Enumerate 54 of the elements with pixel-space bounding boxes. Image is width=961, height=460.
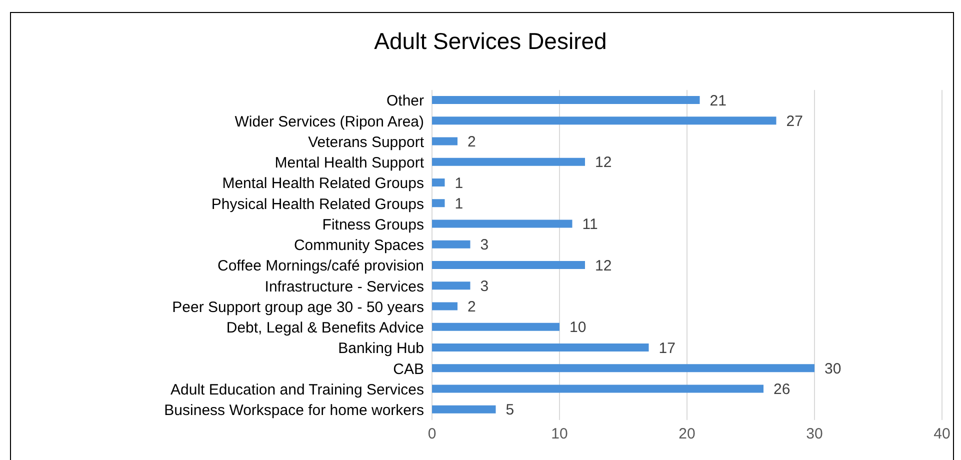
data-label: 21 — [710, 92, 726, 110]
y-tick-label: Business Workspace for home workers — [164, 402, 424, 420]
data-label: 26 — [774, 381, 790, 398]
bar — [432, 322, 560, 331]
y-tick-label: Other — [386, 92, 424, 110]
data-label: 10 — [570, 319, 586, 336]
y-tick-label: Fitness Groups — [322, 216, 424, 234]
y-tick-label: Mental Health Related Groups — [222, 175, 424, 192]
data-label: 2 — [468, 298, 476, 316]
y-tick-label: Peer Support group age 30 - 50 years — [172, 298, 424, 316]
bar — [432, 364, 814, 372]
x-tick-label: 0 — [428, 426, 436, 443]
y-tick-label: Wider Services (Ripon Area) — [234, 113, 424, 130]
bar — [432, 240, 470, 248]
y-tick-label: Veterans Support — [308, 134, 425, 151]
y-tick-label: Adult Education and Training Services — [170, 381, 424, 398]
bar — [432, 137, 458, 146]
x-tick-label: 30 — [806, 426, 823, 443]
y-tick-label: Debt, Legal & Benefits Advice — [226, 320, 424, 337]
bar — [432, 220, 572, 228]
bar — [432, 282, 470, 290]
y-tick-label: CAB — [393, 360, 424, 378]
data-label: 1 — [454, 195, 464, 212]
bar — [432, 384, 764, 393]
bar — [432, 158, 585, 166]
x-tick-label: 20 — [678, 426, 696, 443]
y-tick-label: Community Spaces — [294, 237, 424, 254]
data-label: 2 — [468, 134, 476, 151]
x-tick-label: 40 — [934, 426, 950, 443]
data-label: 17 — [658, 340, 676, 357]
y-tick-label: Mental Health Support — [274, 154, 425, 172]
data-label: 30 — [824, 360, 842, 378]
y-tick-label: Banking Hub — [338, 340, 424, 358]
y-tick-label: Coffee Mornings/café provision — [218, 258, 424, 275]
y-tick-label: Infrastructure - Services — [264, 278, 424, 296]
bar — [432, 116, 776, 125]
bar — [432, 199, 445, 208]
chart-title: Adult Services Desired — [373, 28, 608, 55]
data-label: 3 — [480, 236, 489, 254]
data-label: 27 — [786, 112, 803, 130]
bar — [432, 344, 649, 352]
x-tick-label: 10 — [551, 426, 568, 443]
data-label: 5 — [506, 402, 514, 419]
bar — [432, 261, 585, 269]
data-label: 11 — [582, 216, 598, 234]
data-label: 12 — [595, 257, 612, 274]
bar — [432, 178, 445, 186]
data-label: 12 — [595, 154, 612, 172]
data-label: 3 — [480, 278, 489, 295]
bar — [432, 96, 700, 104]
bar — [432, 302, 458, 310]
bar — [432, 405, 496, 414]
data-label: 1 — [454, 174, 464, 192]
y-tick-label: Physical Health Related Groups — [211, 196, 424, 213]
